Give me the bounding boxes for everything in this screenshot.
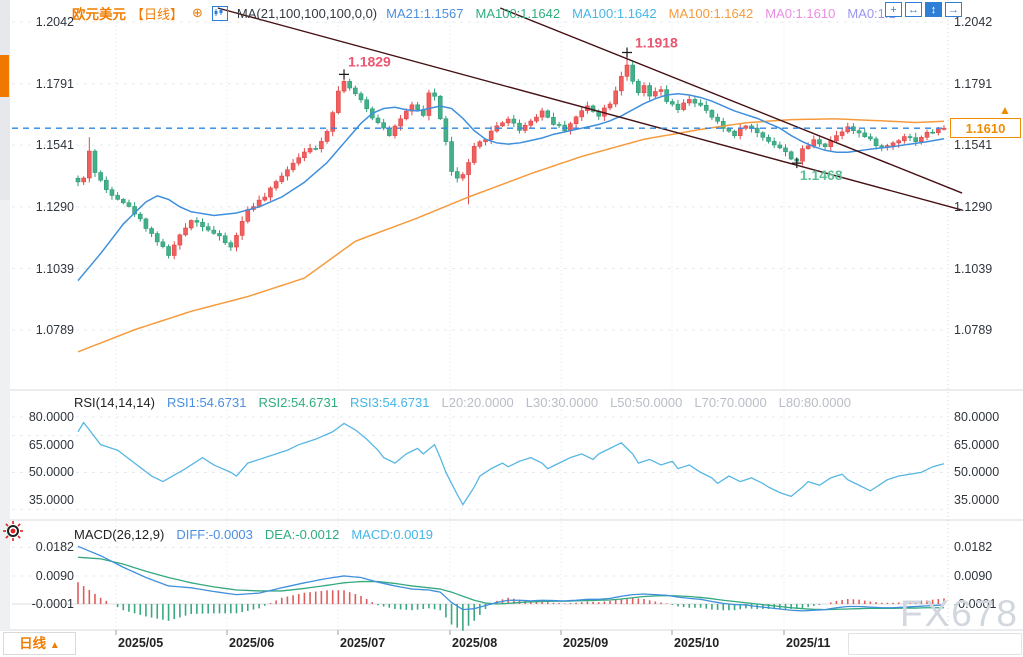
crosshair-target-icon[interactable] [2, 520, 24, 542]
price-tick-left: 1.0789 [35, 322, 74, 337]
macd-tick-right: 0.0182 [954, 540, 993, 555]
ma-legend-item: MA100:1.1642 [475, 5, 561, 21]
price-tick-left: 1.2042 [35, 15, 74, 29]
ma-legend-item: MA100:1.1642 [572, 5, 657, 21]
trendline[interactable] [217, 7, 963, 211]
price-annotation: 1.1918 [635, 34, 678, 50]
rsi-tick-right: 35.0000 [954, 493, 1000, 508]
pan-icon[interactable]: + [885, 2, 902, 17]
rsi-legend-item: RSI3:54.6731 [349, 395, 430, 410]
price-annotation: 1.1829 [348, 53, 391, 69]
dea-line [77, 556, 944, 611]
time-tick-label: 2025/07 [340, 636, 386, 650]
rsi-legend-item: RSI2:54.6731 [258, 395, 338, 410]
macd-legend-item: MACD:0.0019 [351, 527, 433, 542]
exit-right-icon[interactable]: → [945, 2, 962, 17]
rsi-level-label: L70:70.0000 [694, 395, 767, 410]
main-chart-legend: 欧元美元 【日线】 ⊕ MA(21,100,100,100,0,0) MA21:… [72, 3, 896, 23]
price-tick-left: 1.1541 [35, 138, 74, 153]
current-price-tag: 1.1610 [950, 118, 1021, 138]
rsi-tick-right: 50.0000 [954, 465, 1000, 480]
price-tick-right: 1.2042 [954, 15, 993, 29]
ma-legend-item: MA21:1.1567 [386, 5, 464, 21]
price-tick-right: 1.1039 [954, 261, 993, 276]
add-indicator-icon[interactable]: ⊕ [192, 5, 203, 20]
price-marker-cross [622, 47, 633, 58]
rsi-level-label: L30:30.0000 [525, 395, 599, 410]
gridlines [0, 0, 1023, 635]
ma-legend-item: MA0:1.1 [847, 5, 896, 21]
candlestick-chart-icon[interactable] [211, 5, 228, 21]
rsi-title: RSI(14,14,14) [74, 395, 155, 410]
rsi-tick-left: 50.0000 [28, 465, 74, 480]
symbol-name: 欧元美元 [72, 7, 126, 22]
rsi-tick-left: 65.0000 [28, 437, 74, 452]
macd-tick-left: 0.0090 [35, 568, 74, 583]
rsi-tick-right: 65.0000 [954, 437, 1000, 452]
time-tick-label: 2025/06 [229, 636, 275, 650]
sidebar-orange-tab[interactable] [0, 55, 9, 97]
ma-settings-label: MA(21,100,100,100,0,0) [236, 5, 378, 21]
time-tick-label: 2025/09 [563, 636, 609, 650]
price-marker-cross [339, 69, 350, 80]
price-tick-right: 1.1541 [954, 138, 993, 153]
period-selector-button[interactable]: 日线 ▲ [3, 632, 76, 655]
macd-tick-right: 0.0090 [954, 568, 993, 583]
period-button-label: 日线 [19, 636, 47, 651]
macd-tick-right: -0.0001 [954, 597, 997, 612]
time-tick-label: 2025/11 [786, 636, 831, 650]
axis-date-box [848, 633, 1022, 655]
watermark: FX678 [900, 593, 1020, 634]
rsi-tick-left: 80.0000 [28, 410, 74, 424]
price-tick-left: 1.1791 [35, 76, 74, 91]
ma-legend-item: MA100:1.1642 [668, 5, 754, 21]
zoom-vertical-icon[interactable]: ↕ [925, 2, 942, 17]
rsi-legend: RSI(14,14,14) RSI1:54.6731 RSI2:54.6731 RS… [74, 395, 851, 410]
rsi-line [77, 421, 945, 506]
rsi-level-label: L20:20.0000 [441, 395, 514, 410]
ma-values-group: MA21:1.1567 MA100:1.1642 MA100:1.1642 MA100… [386, 6, 896, 21]
time-tick-label: 2025/08 [452, 636, 498, 650]
price-tick-right: 1.1791 [954, 76, 993, 91]
left-sidebar-strip-lower [0, 200, 10, 630]
ma-legend-item: MA0:1.1610 [765, 5, 836, 21]
macd-legend-item: DEA:-0.0012 [264, 527, 340, 542]
price-tick-right: 1.1290 [954, 199, 993, 214]
macd-legend: MACD(26,12,9) DIFF:-0.0003 DEA:-0.0012 MAC… [74, 527, 433, 542]
rsi-level-label: L50:50.0000 [610, 395, 683, 410]
macd-tick-left: -0.0001 [31, 597, 74, 612]
diff-line [77, 545, 945, 612]
price-tick-right: 1.0789 [954, 322, 993, 337]
rsi-tick-right: 80.0000 [954, 410, 1000, 424]
price-up-arrow-icon: ▲ [999, 103, 1011, 117]
ma100-line [77, 118, 945, 353]
macd-tick-left: 0.0182 [35, 540, 74, 555]
rsi-level-label: L80:80.0000 [778, 395, 851, 410]
rsi-tick-left: 35.0000 [28, 493, 74, 508]
price-marker-cross [791, 158, 802, 169]
price-annotation: 1.1468 [800, 167, 843, 183]
zoom-horizontal-icon[interactable]: ↔ [905, 2, 922, 17]
period-button-arrow-icon: ▲ [49, 640, 60, 651]
ma21-line [77, 93, 945, 282]
trendline[interactable] [499, 7, 963, 194]
macd-legend-item: DIFF:-0.0003 [176, 527, 253, 542]
time-tick-label: 2025/10 [674, 636, 720, 650]
price-tick-left: 1.1039 [35, 261, 74, 276]
price-tick-left: 1.1290 [35, 199, 74, 214]
period-tag: 【日线】 [131, 6, 184, 22]
macd-title: MACD(26,12,9) [74, 527, 165, 542]
chart-toolbar: + ↔ ↕ → [885, 2, 962, 17]
time-tick-label: 2025/05 [118, 636, 164, 650]
macd-histogram [77, 582, 945, 631]
rsi-legend-item: RSI1:54.6731 [166, 395, 247, 410]
candlestick-series [75, 52, 947, 260]
